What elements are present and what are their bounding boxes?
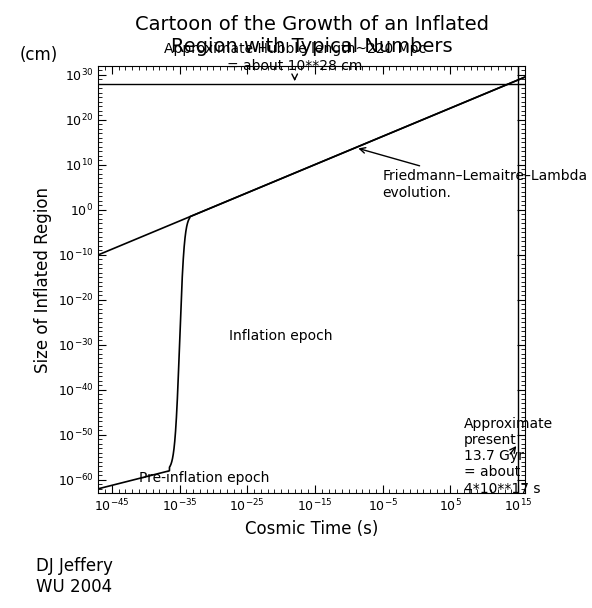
X-axis label: Cosmic Time (s): Cosmic Time (s) [245,520,378,538]
Text: Approximate
present
13.7 Gyr
= about
4*10**17 s: Approximate present 13.7 Gyr = about 4*1… [464,417,553,496]
Y-axis label: Size of Inflated Region: Size of Inflated Region [34,187,52,373]
Text: Inflation epoch: Inflation epoch [229,329,333,343]
Text: Pre-inflation epoch: Pre-inflation epoch [139,471,269,485]
Text: (cm): (cm) [20,46,58,64]
Title: Cartoon of the Growth of an Inflated
Region with Typical Numbers: Cartoon of the Growth of an Inflated Reg… [134,15,488,56]
Text: DJ Jeffery
WU 2004: DJ Jeffery WU 2004 [36,557,112,596]
Text: Friedmann–Lemaitre–Lambda
evolution.: Friedmann–Lemaitre–Lambda evolution. [360,148,588,199]
Text: Approximate Hubble length~220 Mpc
= about 10**28 cm: Approximate Hubble length~220 Mpc = abou… [163,43,426,80]
